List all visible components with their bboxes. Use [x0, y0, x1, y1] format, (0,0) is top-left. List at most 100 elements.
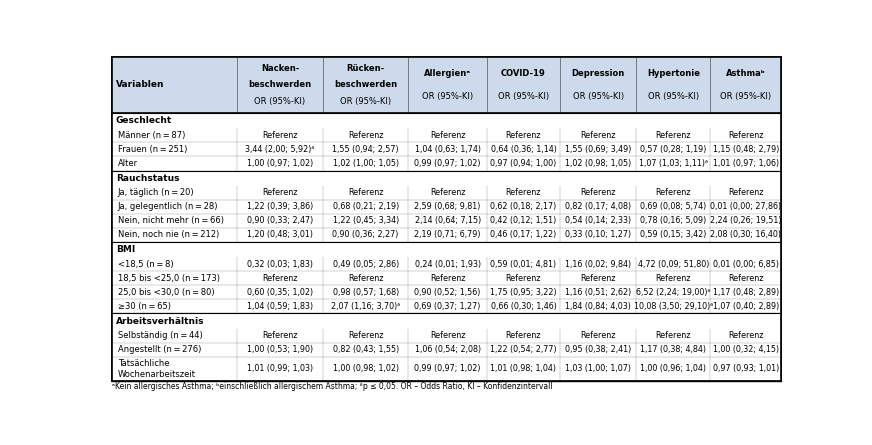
Text: 1,01 (0,99; 1,03): 1,01 (0,99; 1,03): [247, 364, 313, 373]
Text: 1,55 (0,94; 2,57): 1,55 (0,94; 2,57): [332, 145, 399, 154]
Bar: [112, 242, 781, 257]
Text: Referenz: Referenz: [262, 131, 297, 140]
Text: 0,66 (0,30; 1,46): 0,66 (0,30; 1,46): [491, 302, 556, 311]
Bar: [112, 142, 781, 157]
Text: Referenz: Referenz: [656, 188, 691, 197]
Text: 0,01 (0,00; 6,85): 0,01 (0,00; 6,85): [713, 260, 779, 269]
Text: 0,90 (0,33; 2,47): 0,90 (0,33; 2,47): [247, 216, 313, 226]
Text: 0,90 (0,52; 1,56): 0,90 (0,52; 1,56): [414, 288, 480, 297]
Text: Referenz: Referenz: [506, 188, 542, 197]
Text: Referenz: Referenz: [728, 331, 764, 340]
Text: Referenz: Referenz: [728, 274, 764, 283]
Bar: [112, 271, 781, 285]
Text: 2,07 (1,16; 3,70)ᶞ: 2,07 (1,16; 3,70)ᶞ: [330, 302, 400, 311]
Bar: [112, 228, 781, 242]
Text: 1,00 (0,97; 1,02): 1,00 (0,97; 1,02): [247, 159, 313, 168]
Text: 3,44 (2,00; 5,92)ᶞ: 3,44 (2,00; 5,92)ᶞ: [245, 145, 315, 154]
Text: 0,57 (0,28; 1,19): 0,57 (0,28; 1,19): [640, 145, 706, 154]
Bar: [112, 200, 781, 214]
Text: 0,01 (0,00; 27,86): 0,01 (0,00; 27,86): [711, 202, 781, 211]
Text: 1,17 (0,48; 2,89): 1,17 (0,48; 2,89): [712, 288, 779, 297]
Text: Wochenarbeitszeit: Wochenarbeitszeit: [118, 370, 196, 379]
Text: Referenz: Referenz: [581, 274, 616, 283]
Bar: [112, 329, 781, 343]
Text: 1,55 (0,69; 3,49): 1,55 (0,69; 3,49): [565, 145, 631, 154]
Text: Referenz: Referenz: [581, 331, 616, 340]
Text: 1,22 (0,39; 3,86): 1,22 (0,39; 3,86): [247, 202, 313, 211]
Text: 1,00 (0,96; 1,04): 1,00 (0,96; 1,04): [640, 364, 706, 373]
Text: 18,5 bis <25,0 (n = 173): 18,5 bis <25,0 (n = 173): [118, 274, 220, 283]
Text: Referenz: Referenz: [262, 188, 297, 197]
Bar: [112, 157, 781, 170]
Text: 1,06 (0,54; 2,08): 1,06 (0,54; 2,08): [414, 345, 480, 354]
Text: 0,95 (0,38; 2,41): 0,95 (0,38; 2,41): [565, 345, 631, 354]
Text: Referenz: Referenz: [348, 131, 384, 140]
Bar: [112, 214, 781, 228]
Text: 1,20 (0,48; 3,01): 1,20 (0,48; 3,01): [247, 231, 313, 239]
Text: 1,04 (0,63; 1,74): 1,04 (0,63; 1,74): [414, 145, 480, 154]
Text: OR (95%-KI): OR (95%-KI): [648, 92, 698, 101]
Text: 10,08 (3,50; 29,10)ᶞ: 10,08 (3,50; 29,10)ᶞ: [634, 302, 713, 311]
Text: Hypertonie: Hypertonie: [647, 69, 700, 78]
Text: ≥30 (n = 65): ≥30 (n = 65): [118, 302, 171, 311]
Text: 0,42 (0,12; 1,51): 0,42 (0,12; 1,51): [490, 216, 556, 226]
Text: Ja, täglich (n = 20): Ja, täglich (n = 20): [118, 188, 194, 197]
Text: 0,98 (0,57; 1,68): 0,98 (0,57; 1,68): [332, 288, 399, 297]
Text: 1,01 (0,97; 1,06): 1,01 (0,97; 1,06): [712, 159, 779, 168]
Text: 0,64 (0,36; 1,14): 0,64 (0,36; 1,14): [491, 145, 556, 154]
Text: Referenz: Referenz: [262, 274, 297, 283]
Text: Referenz: Referenz: [506, 131, 542, 140]
Text: beschwerden: beschwerden: [249, 81, 311, 89]
Text: Referenz: Referenz: [430, 131, 466, 140]
Text: Referenz: Referenz: [581, 188, 616, 197]
Text: 1,22 (0,54; 2,77): 1,22 (0,54; 2,77): [490, 345, 556, 354]
Text: 2,08 (0,30; 16,40): 2,08 (0,30; 16,40): [711, 231, 781, 239]
Bar: [112, 285, 781, 299]
Text: Referenz: Referenz: [656, 331, 691, 340]
Text: 1,75 (0,95; 3,22): 1,75 (0,95; 3,22): [490, 288, 556, 297]
Text: 1,00 (0,53; 1,90): 1,00 (0,53; 1,90): [247, 345, 313, 354]
Text: 0,54 (0,14; 2,33): 0,54 (0,14; 2,33): [565, 216, 631, 226]
Text: 0,68 (0,21; 2,19): 0,68 (0,21; 2,19): [332, 202, 399, 211]
Text: Ja, gelegentlich (n = 28): Ja, gelegentlich (n = 28): [118, 202, 218, 211]
Text: ᵃKein allergisches Asthma; ᵇeinschließlich allergischem Asthma; ᶞp ≤ 0,05. OR – : ᵃKein allergisches Asthma; ᵇeinschließli…: [112, 382, 553, 391]
Text: Frauen (n = 251): Frauen (n = 251): [118, 145, 187, 154]
Text: Nein, noch nie (n = 212): Nein, noch nie (n = 212): [118, 231, 219, 239]
Text: 0,59 (0,01; 4,81): 0,59 (0,01; 4,81): [490, 260, 556, 269]
Text: 1,02 (1,00; 1,05): 1,02 (1,00; 1,05): [332, 159, 399, 168]
Text: <18,5 (n = 8): <18,5 (n = 8): [118, 260, 174, 269]
Bar: [112, 299, 781, 313]
Text: Referenz: Referenz: [348, 274, 384, 283]
Text: Referenz: Referenz: [430, 331, 466, 340]
Text: Männer (n = 87): Männer (n = 87): [118, 131, 185, 140]
Text: Alter: Alter: [118, 159, 138, 168]
Text: 0,62 (0,18; 2,17): 0,62 (0,18; 2,17): [490, 202, 556, 211]
Text: Nein, nicht mehr (n = 66): Nein, nicht mehr (n = 66): [118, 216, 224, 226]
Text: Depression: Depression: [571, 69, 625, 78]
Text: Rauchstatus: Rauchstatus: [116, 174, 180, 182]
Text: Rücken-: Rücken-: [346, 65, 385, 73]
Text: Referenz: Referenz: [728, 131, 764, 140]
Text: 1,15 (0,48; 2,79): 1,15 (0,48; 2,79): [712, 145, 779, 154]
Text: 0,97 (0,94; 1,00): 0,97 (0,94; 1,00): [490, 159, 556, 168]
Text: 1,03 (1,00; 1,07): 1,03 (1,00; 1,07): [565, 364, 631, 373]
Text: 0,69 (0,08; 5,74): 0,69 (0,08; 5,74): [640, 202, 706, 211]
Text: Referenz: Referenz: [656, 131, 691, 140]
Text: Referenz: Referenz: [506, 331, 542, 340]
Text: Angestellt (n = 276): Angestellt (n = 276): [118, 345, 201, 354]
Text: 1,16 (0,51; 2,62): 1,16 (0,51; 2,62): [565, 288, 631, 297]
Text: 1,00 (0,32; 4,15): 1,00 (0,32; 4,15): [712, 345, 779, 354]
Text: 1,07 (1,03; 1,11)ᶞ: 1,07 (1,03; 1,11)ᶞ: [638, 159, 708, 168]
Text: OR (95%-KI): OR (95%-KI): [573, 92, 623, 101]
Text: Referenz: Referenz: [430, 188, 466, 197]
Text: Tatsächliche: Tatsächliche: [118, 360, 169, 368]
Text: 0,32 (0,03; 1,83): 0,32 (0,03; 1,83): [247, 260, 313, 269]
Text: Selbständig (n = 44): Selbständig (n = 44): [118, 331, 202, 340]
Text: 1,00 (0,98; 1,02): 1,00 (0,98; 1,02): [332, 364, 399, 373]
Text: Referenz: Referenz: [581, 131, 616, 140]
Text: Nacken-: Nacken-: [261, 65, 299, 73]
Text: 2,19 (0,71; 6,79): 2,19 (0,71; 6,79): [414, 231, 480, 239]
Text: 1,16 (0,02; 9,84): 1,16 (0,02; 9,84): [565, 260, 631, 269]
Bar: [112, 343, 781, 357]
Text: 25,0 bis <30,0 (n = 80): 25,0 bis <30,0 (n = 80): [118, 288, 215, 297]
